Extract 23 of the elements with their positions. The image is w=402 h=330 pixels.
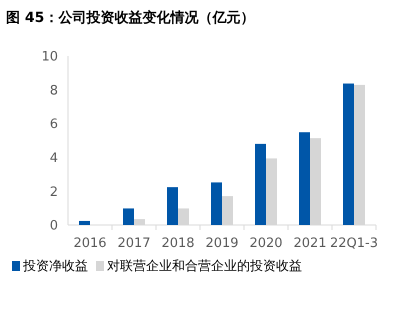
y-tick-label: 10 xyxy=(41,50,58,65)
x-tick-label: 22Q1-3 xyxy=(330,236,378,251)
y-tick-label: 0 xyxy=(50,218,58,234)
x-tick-label: 2021 xyxy=(293,236,327,251)
legend-label: 投资净收益 xyxy=(22,259,88,274)
bar xyxy=(255,144,266,225)
y-tick-label: 6 xyxy=(50,117,58,132)
bar xyxy=(79,220,90,225)
x-tick-label: 2018 xyxy=(161,236,195,251)
y-tick-label: 2 xyxy=(50,184,58,200)
bar xyxy=(211,182,222,225)
bar xyxy=(123,208,134,225)
x-tick-label: 2020 xyxy=(249,236,283,251)
x-tick-label: 2017 xyxy=(117,236,151,251)
chart-title: 图 45：公司投资收益变化情况（亿元） xyxy=(6,9,254,26)
bar xyxy=(167,187,178,225)
y-tick-label: 8 xyxy=(50,83,58,98)
x-tick-label: 2019 xyxy=(205,236,239,251)
bar xyxy=(343,84,354,225)
bar xyxy=(299,132,310,225)
x-tick-label: 2016 xyxy=(73,236,107,251)
y-tick-label: 4 xyxy=(50,150,58,166)
legend-label: 对联营企业和合营企业的投资收益 xyxy=(107,259,302,274)
